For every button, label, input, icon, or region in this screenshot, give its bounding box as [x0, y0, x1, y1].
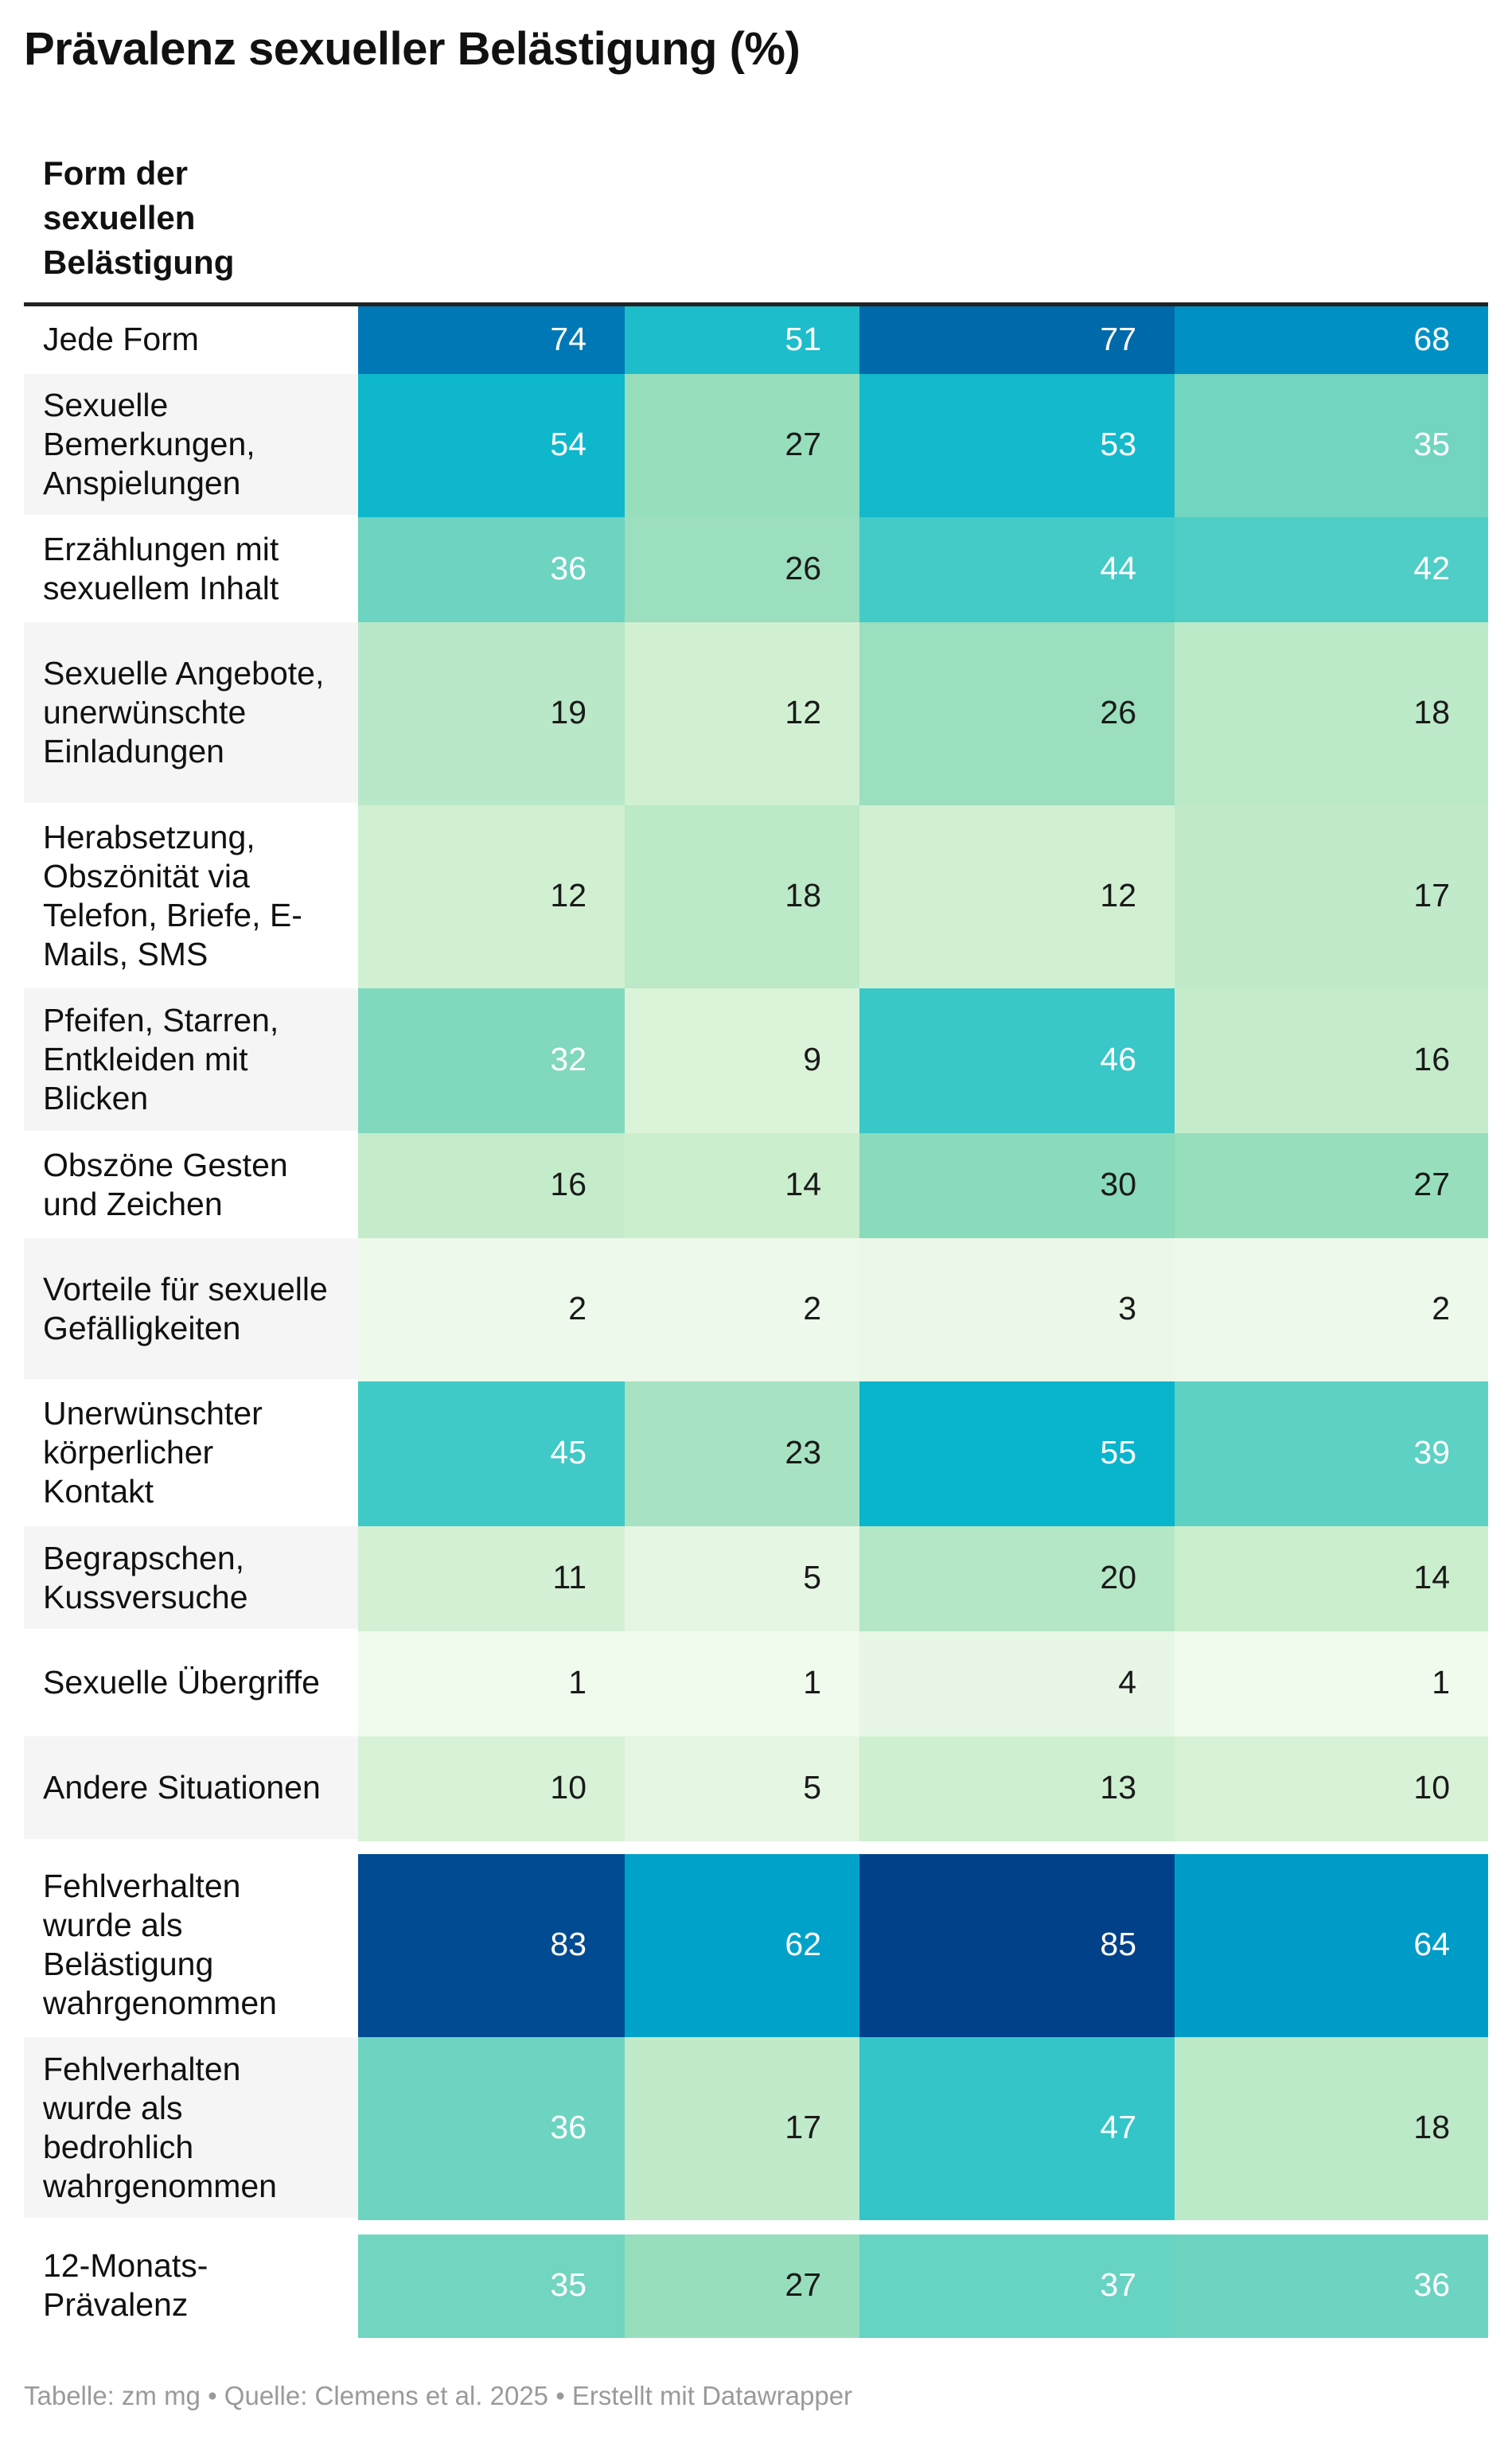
- heatmap-cell: 2: [1175, 1238, 1488, 1381]
- row-label: Jede Form: [24, 306, 358, 374]
- heatmap-cell: 42: [1175, 517, 1488, 622]
- row-label-text: Begrapschen, Kussversuche: [43, 1539, 248, 1615]
- row-label: Herabsetzung, Obszönität via Telefon, Br…: [24, 805, 358, 988]
- heatmap-cell: 13: [859, 1736, 1175, 1841]
- heatmap-cell: 18: [1175, 622, 1488, 805]
- row-label-text: Sexuelle Übergriffe: [43, 1664, 320, 1701]
- heatmap-cell: 17: [1175, 805, 1488, 988]
- heatmap-cell: 55: [859, 1381, 1175, 1526]
- heatmap-cell: 4: [859, 1631, 1175, 1736]
- heatmap-cell: 35: [1175, 374, 1488, 517]
- heatmap-cell: 30: [859, 1133, 1175, 1238]
- row-label: Erzählungen mit sexuellem Inhalt: [24, 517, 358, 622]
- heatmap-cell: 23: [625, 1381, 859, 1526]
- row-label: Sexuelle Übergriffe: [24, 1631, 358, 1736]
- heatmap-cell: 45: [358, 1381, 625, 1526]
- heatmap-cell: 17: [625, 2037, 859, 2220]
- heatmap-cell: 27: [625, 2234, 859, 2338]
- heatmap-cell: 5: [625, 1736, 859, 1841]
- heatmap-cell: 12: [358, 805, 625, 988]
- row-label: Fehlverhalten wurde als bedrohlich wahrg…: [24, 2037, 358, 2220]
- heatmap-cell: 54: [358, 374, 625, 517]
- row-label: Pfeifen, Starren, Entkleiden mit Blicken: [24, 988, 358, 1133]
- heatmap-cell: 1: [625, 1631, 859, 1736]
- heatmap-cell: 47: [859, 2037, 1175, 2220]
- row-label-text: Vorteile für sexuelle Gefälligkeiten: [43, 1270, 328, 1346]
- row-label-text: Jede Form: [43, 320, 199, 357]
- heatmap-cell: 10: [1175, 1736, 1488, 1841]
- heatmap-cell: 19: [358, 622, 625, 805]
- heatmap-cell: 51: [625, 306, 859, 374]
- heatmap-cell: 46: [859, 988, 1175, 1133]
- source-footer: Tabelle: zm mg • Quelle: Clemens et al. …: [24, 2381, 853, 2410]
- heatmap-cell: 35: [358, 2234, 625, 2338]
- heatmap-cell: 14: [625, 1133, 859, 1238]
- row-label: Sexuelle Bemerkungen, Anspielungen: [24, 374, 358, 517]
- heatmap-cell: 64: [1175, 1854, 1488, 2037]
- heatmap-cell: 5: [625, 1526, 859, 1631]
- heatmap-cell: 85: [859, 1854, 1175, 2037]
- row-label-text: Unerwünschter körperlicher Kontakt: [43, 1395, 263, 1510]
- heatmap-cell: 9: [625, 988, 859, 1133]
- heatmap-cell: 18: [1175, 2037, 1488, 2220]
- heatmap-cell: 36: [358, 517, 625, 622]
- row-label: Sexuelle Angebote, unerwünschte Einladun…: [24, 622, 358, 805]
- row-label: 12-Monats-Prävalenz: [24, 2234, 358, 2338]
- heatmap-cell: 36: [1175, 2234, 1488, 2338]
- row-label: Obszöne Gesten und Zeichen: [24, 1133, 358, 1238]
- row-label: Andere Situationen: [24, 1736, 358, 1841]
- heatmap-cell: 26: [625, 517, 859, 622]
- row-label-text: Sexuelle Bemerkungen, Anspielungen: [43, 387, 255, 501]
- heatmap-cell: 83: [358, 1854, 625, 2037]
- heatmap-cell: 2: [358, 1238, 625, 1381]
- heatmap-cell: 11: [358, 1526, 625, 1631]
- heatmap-cell: 10: [358, 1736, 625, 1841]
- row-label: Unerwünschter körperlicher Kontakt: [24, 1381, 358, 1526]
- heatmap-cell: 27: [1175, 1133, 1488, 1238]
- heatmap-cell: 74: [358, 306, 625, 374]
- heatmap-cell: 27: [625, 374, 859, 517]
- heatmap-cell: 68: [1175, 306, 1488, 374]
- heatmap-cell: 39: [1175, 1381, 1488, 1526]
- heatmap-cell: 53: [859, 374, 1175, 517]
- heatmap-cell: 1: [1175, 1631, 1488, 1736]
- heatmap-cell: 1: [358, 1631, 625, 1736]
- heatmap-cell: 44: [859, 517, 1175, 622]
- row-label-text: Pfeifen, Starren, Entkleiden mit Blicken: [43, 1002, 279, 1116]
- row-header-label: Form der sexuellen Belästigung: [43, 154, 235, 281]
- heatmap-cell: 36: [358, 2037, 625, 2220]
- heatmap-cell: 16: [358, 1133, 625, 1238]
- heatmap-cell: 62: [625, 1854, 859, 2037]
- heatmap-cell: 12: [859, 805, 1175, 988]
- row-label: Vorteile für sexuelle Gefälligkeiten: [24, 1238, 358, 1381]
- row-label-text: Obszöne Gesten und Zeichen: [43, 1146, 288, 1222]
- row-label-text: Herabsetzung, Obszönität via Telefon, Br…: [43, 818, 302, 972]
- heatmap-cell: 2: [625, 1238, 859, 1381]
- chart-title: Prävalenz sexueller Belästigung (%): [24, 23, 801, 75]
- heatmap-cell: 26: [859, 622, 1175, 805]
- heatmap-cell: 3: [859, 1238, 1175, 1381]
- row-label-text: Sexuelle Angebote, unerwünschte Einladun…: [43, 655, 325, 769]
- header-rule: [24, 302, 1488, 306]
- heatmap-cell: 20: [859, 1526, 1175, 1631]
- row-label-text: Erzählungen mit sexuellem Inhalt: [43, 530, 279, 606]
- heatmap-cell: 32: [358, 988, 625, 1133]
- heatmap-cell: 14: [1175, 1526, 1488, 1631]
- row-label: Begrapschen, Kussversuche: [24, 1526, 358, 1631]
- heatmap-cell: 77: [859, 306, 1175, 374]
- row-label-text: 12-Monats-Prävalenz: [43, 2246, 208, 2323]
- heatmap-cell: 12: [625, 622, 859, 805]
- row-label: Fehlverhalten wurde als Belästigung wahr…: [24, 1854, 358, 2037]
- row-label-text: Andere Situationen: [43, 1769, 321, 1806]
- row-label-text: Fehlverhalten wurde als bedrohlich wahrg…: [43, 2050, 277, 2204]
- row-label-text: Fehlverhalten wurde als Belästigung wahr…: [43, 1867, 277, 2021]
- heatmap-cell: 37: [859, 2234, 1175, 2338]
- heatmap-cell: 16: [1175, 988, 1488, 1133]
- heatmap-cell: 18: [625, 805, 859, 988]
